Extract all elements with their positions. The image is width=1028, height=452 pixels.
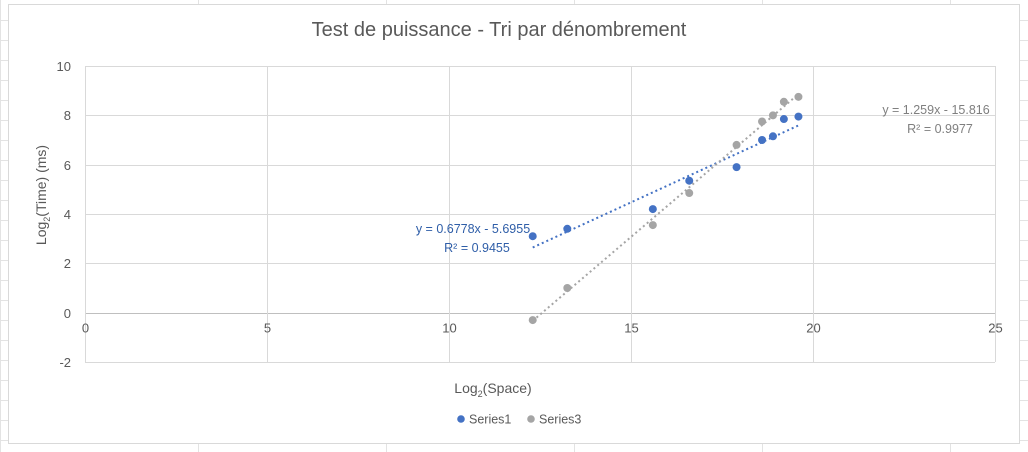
trendlines [532, 93, 800, 322]
data-point-series3 [732, 140, 741, 149]
data-point-series1 [794, 112, 803, 121]
x-tick-label: 5 [264, 321, 271, 336]
data-point-series3 [794, 92, 803, 101]
data-point-series1 [648, 205, 657, 214]
x-axis-label-rest: (Space) [483, 380, 532, 396]
data-point-series3 [779, 97, 788, 106]
y-tick-label: -2 [59, 355, 71, 370]
series1-r2: R² = 0.9455 [444, 241, 510, 255]
x-tick-label: 25 [988, 321, 1002, 336]
data-point-series1 [563, 224, 572, 233]
data-point-series3 [648, 221, 657, 230]
data-point-series3 [768, 111, 777, 120]
y-axis-label: Log2(Time) (ms) [33, 145, 52, 245]
y-tick-label: 6 [64, 158, 71, 173]
legend-label-series1: Series1 [469, 413, 511, 427]
scatter-chart: Test de puissance - Tri par dénombrement… [33, 19, 1003, 427]
y-axis-label-sub: 2 [42, 217, 52, 222]
data-points [528, 92, 803, 325]
y-axis-label-main: Log [33, 222, 49, 245]
y-tick-label: 8 [64, 108, 71, 123]
x-tick-label: 20 [806, 321, 820, 336]
y-tick-label: 4 [64, 207, 71, 222]
x-axis-label-sub: 2 [478, 389, 483, 399]
data-point-series1 [732, 163, 741, 172]
series3-r2: R² = 0.9977 [907, 122, 973, 136]
data-point-series1 [779, 115, 788, 124]
x-tick-label: 10 [442, 321, 456, 336]
series3-equation: y = 1.259x - 15.816 [882, 103, 989, 117]
data-point-series3 [758, 117, 767, 126]
legend-marker-series1 [457, 415, 465, 423]
data-point-series1 [758, 136, 767, 144]
chart-title: Test de puissance - Tri par dénombrement [312, 19, 687, 41]
data-point-series1 [685, 176, 694, 185]
data-point-series3 [563, 284, 572, 292]
trendline-series3 [532, 93, 800, 322]
y-tick-label: 10 [57, 59, 71, 74]
legend-marker-series3 [527, 415, 535, 423]
series1-equation: y = 0.6778x - 5.6955 [416, 222, 530, 236]
trendline-series1 [532, 124, 799, 249]
legend-label-series3: Series3 [539, 413, 581, 427]
x-tick-label: 15 [624, 321, 638, 336]
legend: Series1 Series3 [457, 413, 581, 427]
y-tick-label: 0 [64, 306, 71, 321]
tick-labels: -2 0 2 4 6 8 10 0 5 10 15 20 25 [57, 59, 1003, 370]
data-point-series1 [768, 132, 777, 141]
chart-area[interactable]: Test de puissance - Tri par dénombrement… [8, 4, 1020, 444]
y-tick-label: 2 [64, 256, 71, 271]
y-axis-label-rest: (Time) (ms) [33, 145, 49, 217]
x-tick-label: 0 [82, 321, 89, 336]
x-axis-label: Log2(Space) [454, 380, 531, 399]
data-point-series3 [685, 189, 694, 198]
gridlines [85, 66, 996, 363]
data-point-series1 [528, 232, 537, 241]
data-point-series3 [528, 316, 537, 325]
x-axis-label-main: Log [454, 380, 477, 396]
